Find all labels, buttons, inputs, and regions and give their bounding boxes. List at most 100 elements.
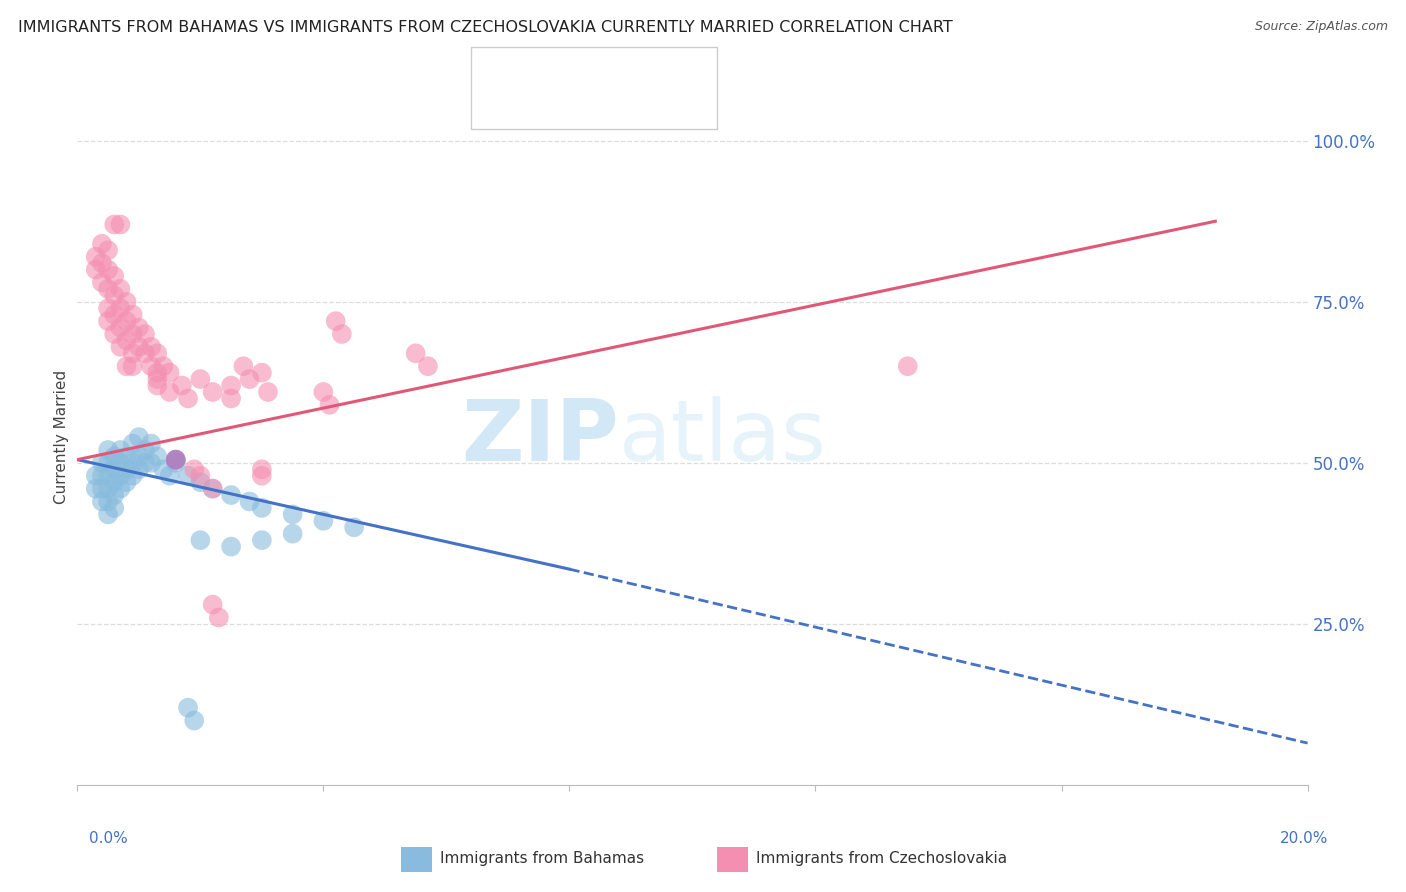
Text: 20.0%: 20.0%: [1281, 831, 1329, 847]
Point: [152, 359, 174, 374]
Point: [97, 442, 120, 457]
Point: [146, 346, 169, 360]
Point: [188, 533, 212, 548]
Point: [115, 294, 138, 309]
Point: [103, 500, 125, 515]
Point: [219, 392, 242, 406]
Point: [90, 456, 114, 470]
Point: [103, 268, 125, 283]
Point: [250, 366, 273, 380]
Point: [128, 430, 150, 444]
Point: [128, 462, 150, 476]
Point: [416, 359, 439, 374]
Point: [103, 218, 125, 232]
Point: [141, 436, 163, 450]
Text: N =: N =: [623, 60, 672, 78]
Point: [110, 282, 132, 296]
Point: [110, 468, 132, 483]
Point: [208, 610, 231, 624]
Point: [97, 262, 120, 277]
Point: [90, 494, 114, 508]
Point: [146, 450, 169, 464]
Point: [188, 372, 212, 386]
Point: [250, 533, 273, 548]
Text: R =: R =: [524, 95, 562, 113]
Point: [219, 378, 242, 392]
Point: [84, 250, 107, 264]
Point: [134, 442, 156, 457]
Point: [103, 308, 125, 322]
Point: [312, 514, 335, 528]
Point: [250, 500, 273, 515]
Text: 54: 54: [668, 60, 692, 78]
Point: [121, 359, 143, 374]
Point: [188, 475, 212, 490]
Point: [110, 456, 132, 470]
Point: [90, 236, 114, 251]
Point: [141, 456, 163, 470]
Point: [110, 218, 132, 232]
Text: 0.356: 0.356: [562, 95, 623, 113]
Point: [90, 256, 114, 270]
Point: [177, 392, 200, 406]
Point: [110, 482, 132, 496]
Point: [281, 508, 304, 522]
Point: [232, 359, 254, 374]
Point: [90, 482, 114, 496]
Point: [115, 314, 138, 328]
Point: [239, 372, 262, 386]
Point: [188, 468, 212, 483]
Point: [325, 314, 347, 328]
Point: [128, 320, 150, 334]
Text: IMMIGRANTS FROM BAHAMAS VS IMMIGRANTS FROM CZECHOSLOVAKIA CURRENTLY MARRIED CORR: IMMIGRANTS FROM BAHAMAS VS IMMIGRANTS FR…: [18, 20, 953, 35]
Point: [103, 288, 125, 302]
Point: [110, 442, 132, 457]
Text: atlas: atlas: [619, 395, 827, 479]
Point: [201, 384, 224, 399]
Point: [121, 456, 143, 470]
Point: [121, 468, 143, 483]
Point: [103, 462, 125, 476]
Point: [84, 482, 107, 496]
Point: [84, 262, 107, 277]
Point: [330, 326, 353, 341]
Point: [115, 462, 138, 476]
Point: [159, 468, 181, 483]
Point: [152, 462, 174, 476]
Point: [201, 598, 224, 612]
Point: [121, 326, 143, 341]
Point: [141, 359, 163, 374]
Point: [165, 456, 187, 470]
Text: R =: R =: [524, 60, 562, 78]
Point: [121, 308, 143, 322]
Point: [165, 452, 187, 467]
Point: [159, 384, 181, 399]
Point: [97, 508, 120, 522]
Point: [201, 482, 224, 496]
Point: [134, 456, 156, 470]
Point: [897, 359, 920, 374]
Point: [103, 326, 125, 341]
Point: [165, 452, 187, 467]
Point: [97, 494, 120, 508]
Point: [183, 714, 205, 728]
Point: [201, 482, 224, 496]
Point: [97, 301, 120, 316]
Point: [110, 340, 132, 354]
Point: [318, 398, 340, 412]
Point: [90, 468, 114, 483]
Point: [146, 366, 169, 380]
Point: [250, 462, 273, 476]
Point: [110, 301, 132, 316]
Point: [343, 520, 366, 534]
Point: [134, 346, 156, 360]
Text: Immigrants from Czechoslovakia: Immigrants from Czechoslovakia: [756, 851, 1008, 865]
Point: [97, 468, 120, 483]
Point: [141, 340, 163, 354]
Point: [97, 314, 120, 328]
Point: [257, 384, 280, 399]
Point: [219, 540, 242, 554]
Point: [103, 475, 125, 490]
Text: 67: 67: [668, 95, 692, 113]
Point: [134, 326, 156, 341]
